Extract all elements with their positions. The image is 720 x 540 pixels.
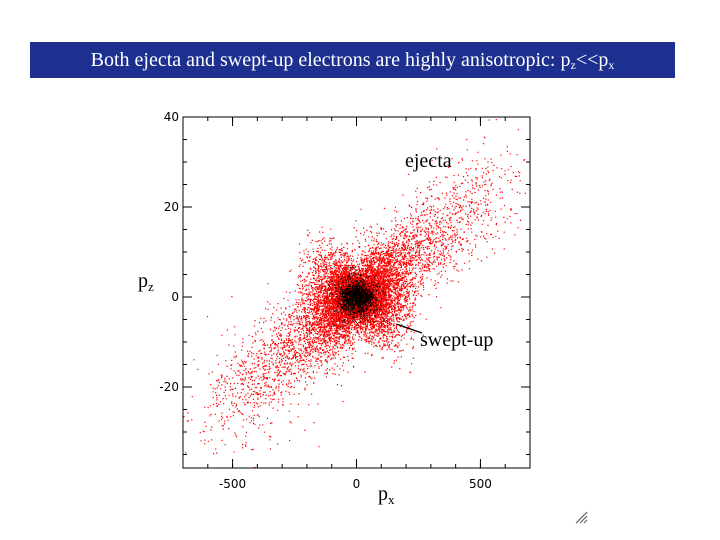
y-tick-label: 0 xyxy=(171,290,179,304)
slide-title: Both ejecta and swept-up electrons are h… xyxy=(30,42,675,78)
y-tick-label: 20 xyxy=(164,200,179,214)
x-tick-label: 500 xyxy=(469,477,492,491)
title-sub-z: z xyxy=(570,58,576,72)
swept-up-annotation: swept-up xyxy=(420,329,493,351)
x-axis-label: px xyxy=(378,483,395,507)
swept-up-points xyxy=(327,264,388,329)
title-middle: <<p xyxy=(575,49,609,71)
y-tick-label: -20 xyxy=(159,380,179,394)
title-prefix: Both ejecta and swept-up electrons are h… xyxy=(90,49,571,71)
y-axis-label: pz xyxy=(138,270,154,294)
swept-up-point-cloud xyxy=(327,264,388,329)
x-tick-label: -500 xyxy=(219,477,246,491)
swept-up-pointer xyxy=(395,323,423,334)
ejecta-annotation: ejecta xyxy=(405,150,452,172)
x-tick-label: 0 xyxy=(353,477,361,491)
resize-grip-icon[interactable] xyxy=(572,510,590,524)
title-sub-x: x xyxy=(608,58,615,72)
y-tick-label: 40 xyxy=(164,110,179,124)
plot-axes: -500 0 500 40 20 0 -20 xyxy=(159,110,531,491)
plot-labels: pz px ejecta swept-up xyxy=(138,150,493,507)
